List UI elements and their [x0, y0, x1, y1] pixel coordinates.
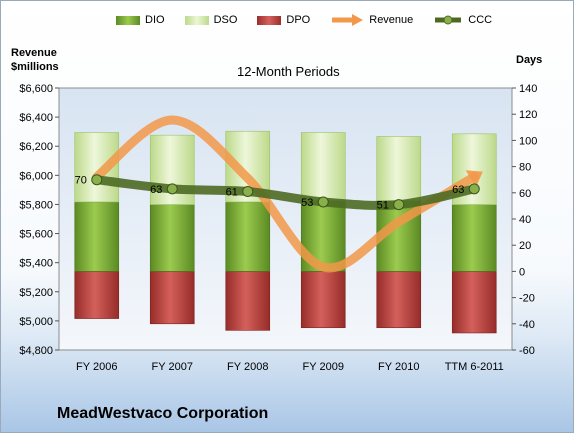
ccc-line: [92, 175, 479, 210]
dpo-bar: [451, 271, 497, 334]
ccc-point: [317, 196, 329, 208]
legend-label-revenue: Revenue: [369, 14, 414, 26]
right-axis-tick-label: -20: [519, 293, 535, 305]
left-axis-tick-label: $5,800: [19, 199, 53, 211]
legend-item-dso: DSO: [184, 14, 238, 26]
dio-bar: [149, 204, 195, 272]
left-axis-tick-label: $6,000: [19, 170, 53, 182]
x-axis-tick-label: FY 2007: [152, 361, 193, 373]
legend-item-revenue: Revenue: [330, 13, 413, 27]
dso-bar: [300, 132, 346, 201]
ccc-data-label: 63: [150, 184, 162, 196]
right-axis-tick-label: 140: [519, 83, 537, 95]
ccc-data-label: 53: [301, 197, 313, 209]
legend-label-ccc: CCC: [468, 14, 493, 26]
dpo-bar: [149, 271, 195, 325]
left-axis-tick-label: $6,400: [19, 112, 53, 124]
ccc-data-label: 61: [226, 186, 238, 198]
right-axis-tick-label: 100: [519, 135, 537, 147]
ccc-data-label: 51: [377, 200, 389, 212]
ccc-point: [166, 183, 178, 195]
left-axis-tick-label: $6,200: [19, 141, 53, 153]
legend-swatch-dio: [116, 15, 140, 25]
right-axis-tick-label: 60: [519, 188, 531, 200]
dpo-bar: [300, 271, 346, 329]
ccc-data-label: 70: [75, 175, 87, 187]
chart-title: 12-Month Periods: [237, 64, 340, 79]
x-axis-tick-label: FY 2006: [76, 361, 117, 373]
left-axis-tick-label: $5,200: [19, 287, 53, 299]
ccc-point: [468, 183, 480, 195]
x-axis-tick-label: FY 2008: [227, 361, 268, 373]
x-axis-tick-label: TTM 6-2011: [445, 361, 504, 373]
dpo-bar: [376, 271, 422, 329]
left-axis-tick-label: $5,400: [19, 258, 53, 270]
legend-swatch-dpo: [257, 15, 282, 25]
legend-label-dpo: DPO: [286, 14, 311, 26]
legend-swatch-ccc: [435, 15, 462, 25]
x-axis-tick-label: FY 2010: [378, 361, 419, 373]
legend-label-dio: DIO: [145, 14, 165, 26]
right-axis-tick-label: 120: [519, 109, 537, 121]
legend-label-dso: DSO: [213, 14, 238, 26]
revenue-line: [92, 115, 479, 273]
revenue-arrowhead: [465, 170, 483, 188]
legend-swatch-dso: [184, 15, 209, 25]
left-axis-title-line-2: $millions: [11, 61, 59, 73]
left-axis-tick-label: $5,000: [19, 316, 53, 328]
right-axis-tick-label: 0: [519, 266, 525, 278]
right-axis-tick-label: 40: [519, 214, 531, 226]
legend-swatch-revenue: [332, 14, 364, 26]
plot-area: [58, 87, 513, 351]
legend-item-dio: DIO: [116, 14, 165, 26]
legend: DIO DSO DPO Revenue CCC: [116, 13, 512, 27]
right-axis-title: Days: [516, 54, 543, 66]
dpo-bar: [74, 271, 120, 319]
left-axis-tick-label: $4,800: [19, 345, 53, 357]
left-axis-title: Revenue $millions: [11, 46, 59, 74]
legend-item-ccc: CCC: [433, 13, 492, 27]
right-axis-tick-label: -60: [519, 345, 535, 357]
left-axis-title-line-1: Revenue: [11, 47, 57, 59]
dpo-bar: [225, 271, 271, 331]
x-axis-tick-label: FY 2009: [303, 361, 344, 373]
right-axis-tick-label: -40: [519, 319, 535, 331]
company-name: MeadWestvaco Corporation: [57, 405, 269, 422]
right-axis-tick-label: 20: [519, 240, 531, 252]
ccc-data-label: 63: [452, 184, 464, 196]
legend-item-dpo: DPO: [257, 14, 310, 26]
dio-bar: [74, 201, 120, 272]
right-axis-tick-label: 80: [519, 162, 531, 174]
left-axis-tick-label: $6,600: [19, 83, 53, 95]
dio-bar: [451, 204, 497, 272]
dio-bar: [225, 201, 271, 272]
dso-bar: [376, 136, 422, 201]
left-axis-tick-label: $5,600: [19, 229, 53, 241]
ccc-point: [242, 185, 254, 197]
ccc-point: [91, 174, 103, 186]
ccc-point: [393, 199, 405, 211]
